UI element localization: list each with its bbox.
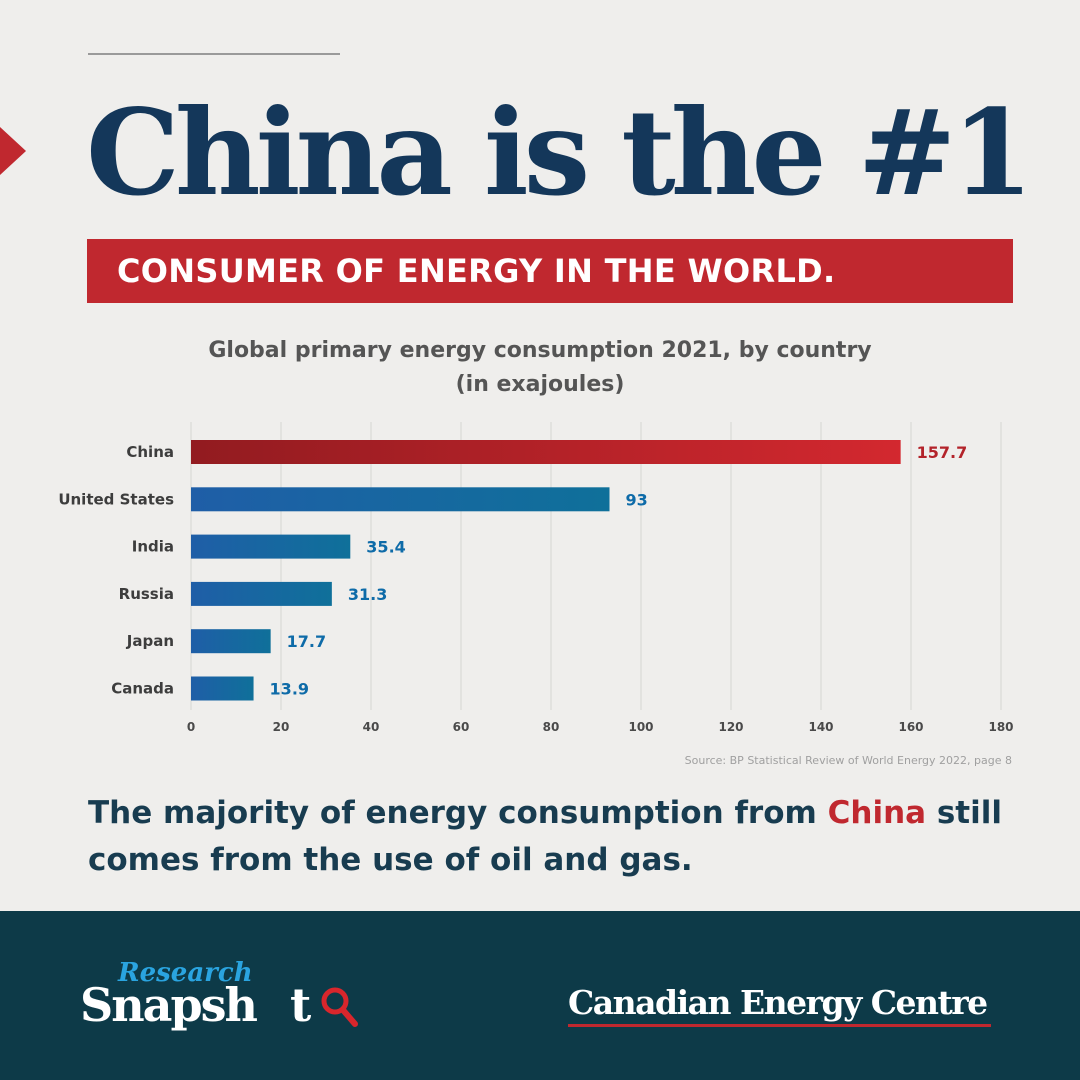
data-label: 93: [626, 490, 648, 509]
x-tick-label: 60: [453, 720, 470, 734]
red-arrow-icon: [0, 127, 26, 175]
x-tick-label: 160: [898, 720, 923, 734]
bar: [191, 581, 332, 606]
x-tick-label: 100: [628, 720, 653, 734]
top-divider: [88, 53, 340, 55]
body-text: The majority of energy consumption from …: [88, 790, 1038, 884]
chart-title-block: Global primary energy consumption 2021, …: [150, 334, 930, 402]
bar: [191, 440, 901, 464]
magnifier-icon: [321, 987, 358, 1027]
bar: [191, 676, 254, 701]
x-tick-label: 140: [808, 720, 833, 734]
x-tick-label: 0: [187, 720, 195, 734]
bar: [191, 487, 610, 512]
data-label: 17.7: [287, 632, 326, 651]
logo-snapshot-text: Snapsh t: [80, 978, 311, 1032]
data-label: 157.7: [917, 443, 968, 462]
x-tick-label: 120: [718, 720, 743, 734]
data-label: 13.9: [270, 680, 309, 699]
canadian-energy-centre-logo: Canadian Energy Centre: [568, 983, 988, 1022]
chart-subtitle: (in exajoules): [455, 372, 625, 397]
x-tick-label: 20: [273, 720, 290, 734]
bar: [191, 629, 271, 654]
source-note: Source: BP Statistical Review of World E…: [684, 754, 1012, 767]
category-label: India: [132, 538, 174, 556]
x-tick-label: 40: [363, 720, 380, 734]
category-label: Japan: [126, 632, 174, 650]
footer: Research Snapsh t Canadian Energy Centre: [0, 911, 1080, 1080]
body-text-end: still comes from the use of oil and gas.: [88, 795, 1003, 878]
logo-research-text: Research: [118, 958, 253, 988]
logo-snapshot-tail: t: [289, 978, 311, 1032]
category-label: United States: [58, 490, 174, 508]
body-text-highlight: China: [827, 795, 927, 831]
category-label: Canada: [111, 680, 174, 698]
logo-snapshot-main: Snapsh: [80, 978, 258, 1032]
research-snapshot-logo: Research Snapsh t: [80, 954, 370, 1054]
logo-underline: [568, 1024, 991, 1027]
data-label: 35.4: [366, 538, 405, 557]
x-tick-label: 180: [988, 720, 1013, 734]
chart-title: Global primary energy consumption 2021, …: [208, 338, 872, 363]
headline: China is the #1: [86, 83, 1034, 222]
x-tick-label: 80: [543, 720, 560, 734]
bar-chart: China 157.7 United States 93 India 35.4 Russia…: [58, 422, 1014, 734]
subheadline-text: CONSUMER OF ENERGY IN THE WORLD.: [117, 252, 836, 290]
bar: [191, 534, 351, 559]
subheadline-banner: CONSUMER OF ENERGY IN THE WORLD.: [87, 239, 1013, 303]
data-label: 31.3: [348, 585, 387, 604]
category-label: China: [126, 443, 174, 461]
body-text-start: The majority of energy consumption from: [88, 795, 828, 831]
category-label: Russia: [119, 585, 174, 603]
